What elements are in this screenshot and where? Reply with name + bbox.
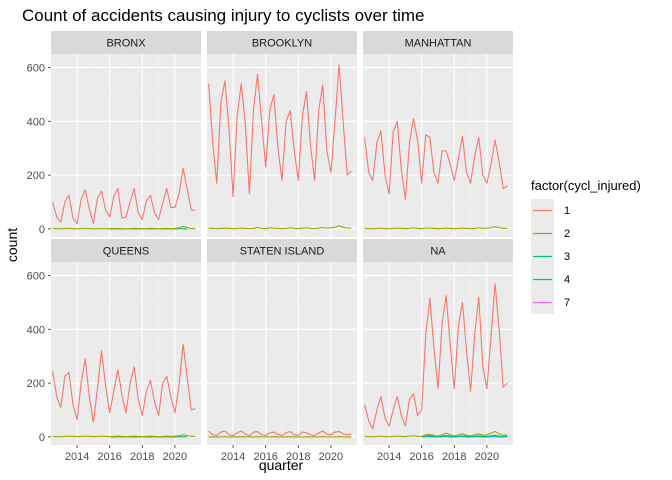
series-line-2-manhattan (364, 226, 508, 230)
legend-label-2: 2 (564, 228, 570, 240)
series-line-2-queens (52, 434, 196, 438)
strip-brooklyn (207, 31, 357, 54)
x-tick-label: 2018 (130, 451, 154, 463)
strip-na (363, 239, 513, 262)
x-tick-label: 2018 (286, 451, 310, 463)
series-line-1-bronx (52, 167, 196, 225)
panel-manhattan: MANHATTAN (363, 31, 513, 237)
legend-entry-4: 4 (531, 268, 570, 291)
facet-panels: BRONX 0 200 400 600 BROOKLYN MANHATTAN QUEENS 0 2… (27, 31, 513, 463)
x-tick-label: 2020 (319, 451, 343, 463)
y-tick-label: 0 (39, 432, 45, 444)
series-line-2-bronx (52, 225, 196, 230)
x-tick-label: 2014 (377, 451, 401, 463)
x-tick-label: 2018 (442, 451, 466, 463)
legend-label-1: 1 (564, 205, 570, 217)
strip-queens (51, 239, 201, 262)
legend-entry-7: 7 (531, 291, 570, 314)
y-axis-title: count (4, 228, 20, 262)
series-line-2-na (364, 430, 508, 438)
x-axis-title: quarter (259, 457, 304, 473)
x-tick-label: 2020 (475, 451, 499, 463)
panel-staten-island: STATEN ISLAND 2014 2016 2018 2020 (207, 239, 357, 463)
legend-entry-1: 1 (531, 199, 570, 222)
legend-entry-3: 3 (531, 245, 570, 268)
y-tick-label: 600 (27, 270, 45, 282)
strip-staten-island (207, 239, 357, 262)
series-line-1-staten-island (208, 430, 352, 437)
panel-queens: QUEENS 0 200 400 600 2014 2016 2018 2020 (27, 239, 201, 463)
strip-label-bronx: BRONX (106, 38, 146, 50)
series-line-2-brooklyn (208, 225, 352, 230)
strip-label-brooklyn: BROOKLYN (252, 38, 312, 50)
strip-label-na: NA (430, 246, 446, 258)
y-tick-label: 200 (27, 170, 45, 182)
series-line-1-brooklyn (208, 64, 352, 198)
strip-label-queens: QUEENS (103, 246, 149, 258)
legend-label-4: 4 (564, 274, 570, 286)
panel-na: NA 2014 2016 2018 2020 (363, 239, 513, 463)
panel-brooklyn: BROOKLYN (207, 31, 357, 237)
y-tick-label: 400 (27, 116, 45, 128)
legend: factor(cycl_injured) 1 2 3 4 7 (531, 178, 641, 314)
legend-entries: 1 2 3 4 7 (531, 199, 570, 314)
series-line-1-queens (52, 343, 196, 423)
x-tick-label: 2016 (253, 451, 277, 463)
chart-title: Count of accidents causing injury to cyc… (22, 6, 425, 25)
strip-label-manhattan: MANHATTAN (405, 38, 472, 50)
strip-manhattan (363, 31, 513, 54)
x-tick-label: 2016 (97, 451, 121, 463)
y-tick-label: 0 (39, 224, 45, 236)
x-tick-label: 2014 (221, 451, 245, 463)
series-line-3-na (421, 434, 508, 438)
x-tick-label: 2014 (65, 451, 89, 463)
panel-bronx: BRONX 0 200 400 600 (27, 31, 201, 237)
y-tick-label: 600 (27, 62, 45, 74)
strip-bronx (51, 31, 201, 54)
series-line-1-na (364, 282, 508, 430)
x-tick-label: 2020 (163, 451, 187, 463)
legend-title: factor(cycl_injured) (531, 178, 641, 193)
x-tick-label: 2016 (409, 451, 433, 463)
legend-label-3: 3 (564, 251, 570, 263)
series-line-1-manhattan (364, 118, 508, 200)
y-tick-label: 400 (27, 324, 45, 336)
strip-label-staten-island: STATEN ISLAND (240, 246, 325, 258)
y-tick-label: 200 (27, 378, 45, 390)
legend-entry-2: 2 (531, 222, 570, 245)
legend-label-7: 7 (564, 297, 570, 309)
